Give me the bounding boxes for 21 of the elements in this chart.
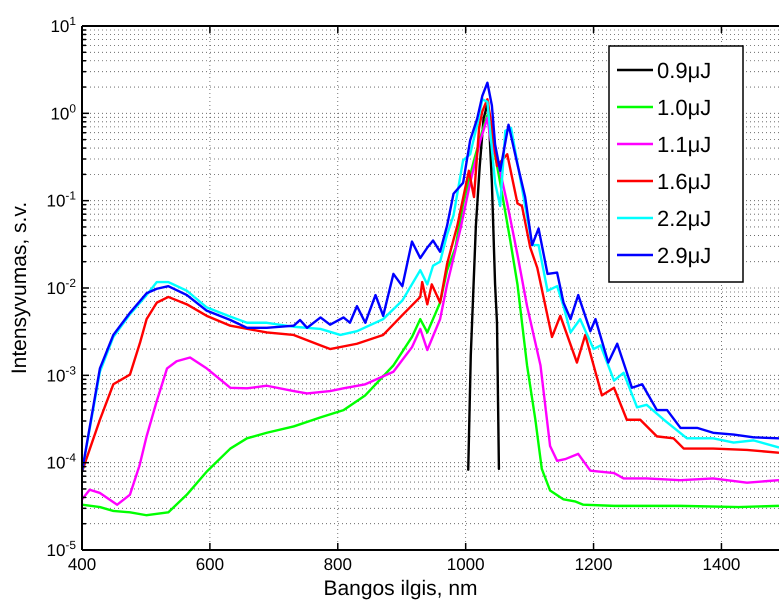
- y-tick-label: 10$^{0}$: [50, 101, 76, 124]
- line-series: [467, 100, 500, 471]
- x-tick-label: 600: [196, 555, 224, 574]
- x-tick-label: 800: [324, 555, 352, 574]
- legend-label: 2.2μJ: [657, 206, 712, 231]
- y-tick-label: 10$^{-3}$: [46, 363, 76, 386]
- y-axis-title: Intensyvumas, s.v.: [8, 202, 31, 374]
- x-axis-title: Bangos ilgis, nm: [323, 577, 478, 600]
- y-tick-label: 10$^{1}$: [50, 14, 76, 36]
- x-tick-label: 1000: [446, 555, 485, 574]
- legend-label: 2.9μJ: [657, 243, 712, 268]
- legend-label: 1.1μJ: [657, 132, 712, 157]
- legend-label: 1.0μJ: [657, 95, 712, 120]
- x-tick-label: 1400: [702, 555, 740, 574]
- legend-label: 1.6μJ: [657, 169, 712, 194]
- legend-label: 0.9μJ: [657, 58, 712, 83]
- x-tick-label: 400: [68, 555, 96, 574]
- y-tick-label: 10$^{-2}$: [46, 276, 76, 298]
- y-tick-label: 10$^{-1}$: [46, 188, 76, 211]
- y-tick-label: 10$^{-4}$: [46, 450, 76, 473]
- x-tick-label: 1200: [574, 555, 612, 574]
